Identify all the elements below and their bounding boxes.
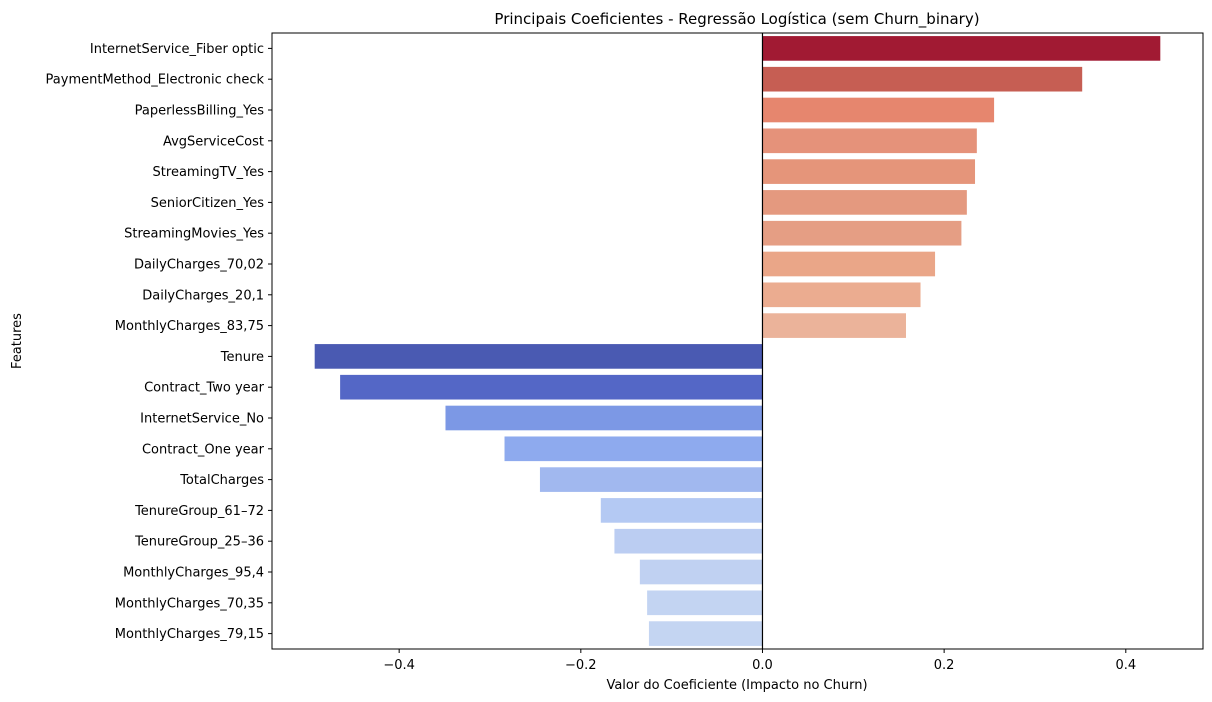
y-tick-label: StreamingMovies_Yes bbox=[124, 227, 264, 242]
y-tick-label: MonthlyCharges_95,4 bbox=[123, 566, 264, 581]
bar bbox=[762, 220, 962, 246]
y-tick-label: Contract_One year bbox=[142, 442, 265, 457]
bar bbox=[639, 559, 763, 585]
y-tick-label: PaperlessBilling_Yes bbox=[135, 104, 265, 119]
x-tick-label: 0.2 bbox=[934, 658, 955, 673]
y-tick-label: MonthlyCharges_70,35 bbox=[115, 596, 264, 611]
y-tick-label: MonthlyCharges_79,15 bbox=[115, 627, 264, 642]
bar bbox=[762, 282, 921, 308]
x-axis-ticks: −0.4 −0.2 0.0 0.2 0.4 bbox=[383, 649, 1136, 673]
x-tick-label: 0.0 bbox=[752, 658, 773, 673]
bar bbox=[614, 528, 763, 554]
y-axis-label: Features bbox=[10, 313, 25, 369]
bar bbox=[762, 66, 1083, 92]
x-axis-label: Valor do Coeficiente (Impacto no Churn) bbox=[606, 678, 867, 693]
bar bbox=[762, 128, 977, 154]
y-tick-label: InternetService_No bbox=[140, 412, 264, 427]
x-tick-label: −0.4 bbox=[383, 658, 415, 673]
y-tick-label: Tenure bbox=[220, 350, 264, 365]
y-tick-label: PaymentMethod_Electronic check bbox=[46, 73, 265, 88]
bar bbox=[647, 590, 763, 616]
x-tick-label: −0.2 bbox=[565, 658, 597, 673]
y-tick-label: DailyCharges_20,1 bbox=[142, 288, 264, 303]
y-tick-label: AvgServiceCost bbox=[163, 134, 264, 149]
x-tick-label: 0.4 bbox=[1115, 658, 1136, 673]
bar bbox=[600, 498, 763, 523]
y-tick-label: InternetService_Fiber optic bbox=[90, 42, 264, 57]
y-tick-label: TenureGroup_61–72 bbox=[134, 504, 264, 519]
y-tick-label: MonthlyCharges_83,75 bbox=[115, 319, 264, 334]
bar bbox=[648, 621, 763, 646]
bar bbox=[762, 36, 1161, 61]
bar bbox=[762, 251, 936, 277]
plot-area-frame bbox=[271, 32, 1204, 650]
bar bbox=[504, 436, 763, 462]
bar bbox=[539, 467, 763, 492]
bar bbox=[762, 159, 976, 184]
bar bbox=[762, 313, 906, 338]
chart-title: Principais Coeficientes - Regressão Logí… bbox=[494, 10, 979, 29]
bars-group bbox=[314, 36, 1161, 646]
y-tick-label: StreamingTV_Yes bbox=[153, 165, 265, 180]
y-tick-label: TenureGroup_25–36 bbox=[134, 535, 264, 550]
bar bbox=[762, 190, 967, 215]
y-tick-label: DailyCharges_70,02 bbox=[134, 258, 264, 273]
y-tick-label: SeniorCitizen_Yes bbox=[151, 196, 265, 211]
bar bbox=[314, 344, 763, 369]
y-tick-label: Contract_Two year bbox=[144, 381, 265, 396]
y-axis-ticks: InternetService_Fiber optic PaymentMethod… bbox=[46, 42, 272, 642]
bar bbox=[762, 97, 995, 123]
bar bbox=[340, 374, 763, 400]
y-tick-label: TotalCharges bbox=[179, 473, 264, 488]
bar bbox=[445, 405, 763, 431]
